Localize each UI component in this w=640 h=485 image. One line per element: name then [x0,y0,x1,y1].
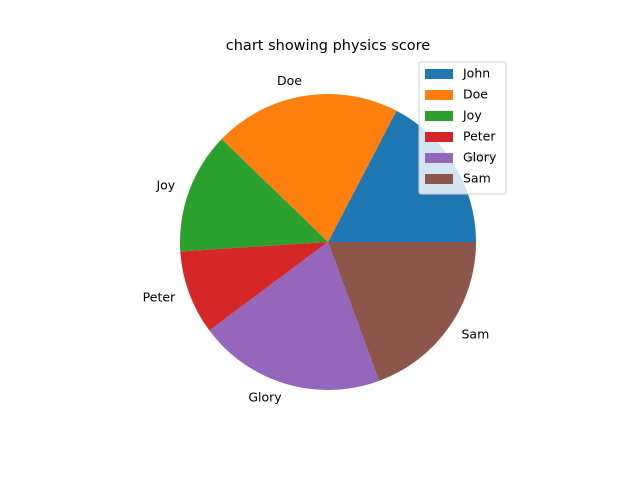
legend-swatch-john [425,69,453,79]
slice-label-joy: Joy [155,177,175,192]
legend-label-peter: Peter [463,129,496,144]
legend: John Doe Joy Peter Glory Sam [418,61,507,195]
slice-label-sam: Sam [462,327,490,342]
legend-label-glory: Glory [463,150,497,165]
legend-swatch-doe [425,90,453,100]
slice-label-peter: Peter [143,290,176,305]
pie-slices [179,93,476,390]
legend-swatch-sam [425,174,453,184]
pie-slice-doe [221,93,397,243]
chart-title: chart showing physics score [226,38,431,54]
slice-label-doe: Doe [277,73,302,88]
pie-slice-glory [209,242,380,390]
pie-slice-joy [179,139,328,252]
legend-label-joy: Joy [462,108,482,123]
legend-swatch-joy [425,111,453,121]
legend-label-doe: Doe [463,87,488,102]
legend-swatch-glory [425,153,453,163]
pie-slice-peter [180,242,328,331]
pie-slice-john [328,110,476,242]
legend-label-sam: Sam [463,171,491,186]
pie-slice-sam [328,242,476,381]
slice-label-glory: Glory [248,390,282,405]
legend-swatch-peter [425,132,453,142]
legend-label-john: John [462,66,490,81]
